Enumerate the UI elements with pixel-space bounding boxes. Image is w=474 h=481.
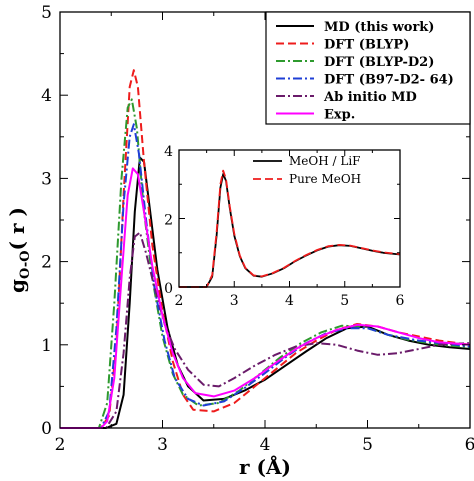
main-x-tick-label: 5 [362, 435, 373, 455]
main-x-tick-label: 4 [260, 435, 271, 455]
legend-label-1: MD (this work) [324, 20, 434, 35]
inset-y-tick-label: 0 [164, 281, 173, 297]
inset-series-line-2 [179, 169, 401, 288]
inset-y-tick-label: 4 [164, 144, 173, 160]
inset-x-tick-label: 3 [230, 293, 239, 309]
main-y-tick-label: 3 [41, 169, 52, 189]
inset-y-tick-label: 2 [164, 213, 173, 229]
legend-box [265, 11, 471, 125]
inset-background [179, 150, 400, 287]
main-x-tick-label: 6 [465, 435, 474, 455]
main-y-tick-label: 1 [41, 336, 52, 356]
y-axis-label: gO-O( r ) [5, 207, 33, 293]
main-y-tick-label: 4 [41, 86, 52, 106]
inset-x-tick-label: 5 [340, 293, 349, 309]
inset-x-tick-label: 2 [175, 293, 184, 309]
legend-label-4: DFT (B97-D2- 64) [324, 73, 454, 88]
legend-label-5: Ab initio MD [323, 90, 417, 105]
main-y-tick-label: 2 [41, 253, 52, 273]
inset-legend-label-2: Pure MeOH [289, 172, 361, 186]
main-series-line-5 [60, 231, 471, 429]
main-x-tick-label: 2 [55, 435, 66, 455]
x-axis-label: r (Å) [239, 455, 291, 479]
main-series-line-6 [60, 167, 471, 429]
main-x-tick-label: 3 [157, 435, 168, 455]
inset-x-tick-label: 4 [285, 293, 294, 309]
inset-legend-label-1: MeOH / LiF [289, 154, 361, 168]
legend-label-3: DFT (BLYP-D2) [324, 55, 434, 70]
inset-x-tick-label: 6 [396, 293, 405, 309]
main-y-tick-label: 0 [41, 419, 52, 439]
main-y-tick-label: 5 [41, 3, 52, 23]
legend-label-2: DFT (BLYP) [324, 38, 409, 53]
legend-label-6: Exp. [324, 108, 355, 123]
